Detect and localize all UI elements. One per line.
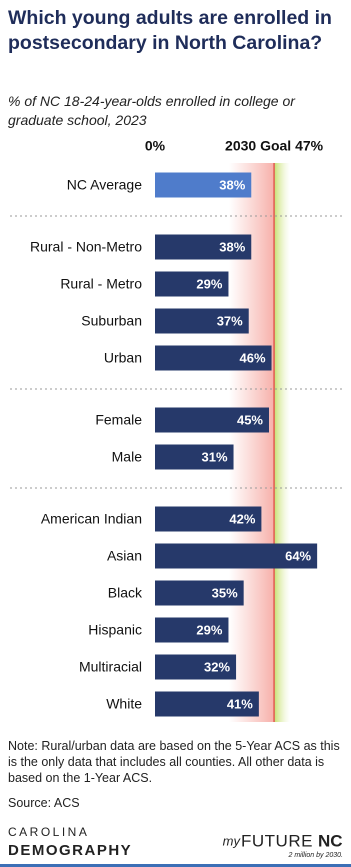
category-label: Suburban — [81, 313, 142, 329]
category-label: Asian — [107, 548, 142, 564]
value-label: 37% — [217, 313, 243, 328]
bar — [155, 543, 318, 569]
value-label: 38% — [219, 239, 245, 254]
value-label: 29% — [196, 622, 222, 637]
category-label: Black — [108, 585, 143, 601]
category-label: White — [106, 696, 142, 712]
logo-text: my — [223, 833, 242, 848]
value-label: 35% — [212, 585, 238, 600]
category-label: Hispanic — [88, 622, 142, 638]
category-label: American Indian — [41, 511, 142, 527]
value-label: 31% — [202, 449, 228, 464]
value-label: 32% — [204, 659, 230, 674]
value-label: 45% — [237, 412, 263, 427]
bar — [155, 506, 262, 532]
bar — [155, 345, 272, 371]
logo-text: CAROLINA — [8, 825, 89, 839]
value-label: 42% — [229, 511, 255, 526]
chart-subtitle: % of NC 18-24-year-olds enrolled in coll… — [8, 93, 295, 128]
value-label: 64% — [285, 548, 311, 563]
goal-label: 2030 Goal 47% — [225, 138, 324, 154]
value-label: 41% — [227, 696, 253, 711]
category-label: NC Average — [67, 177, 142, 193]
logo-text: 2 million by 2030. — [288, 852, 344, 859]
logo-text: NC — [318, 831, 343, 850]
category-label: Male — [112, 449, 143, 465]
note: Note: Rural/urban data are based on the … — [8, 739, 340, 785]
bar — [155, 654, 237, 680]
bar — [155, 271, 229, 297]
chart-title: Which young adults are enrolled in posts… — [8, 7, 332, 54]
footer-rule — [0, 864, 351, 867]
bar — [155, 308, 249, 334]
category-label: Rural - Metro — [60, 276, 142, 292]
category-label: Rural - Non-Metro — [30, 239, 142, 255]
logo-text: DEMOGRAPHY — [8, 842, 132, 859]
value-label: 46% — [240, 350, 266, 365]
category-label: Multiracial — [79, 659, 142, 675]
value-label: 29% — [196, 276, 222, 291]
bar — [155, 172, 252, 198]
bar — [155, 617, 229, 643]
bar — [155, 691, 259, 717]
bar — [155, 444, 234, 470]
goal-band — [274, 163, 291, 722]
category-label: Female — [95, 412, 142, 428]
bar — [155, 407, 269, 433]
x-tick-label: 0% — [145, 138, 166, 154]
bar — [155, 234, 252, 260]
source: Source: ACS — [8, 796, 80, 810]
bar — [155, 580, 244, 606]
logo-text: FUTURE — [241, 831, 313, 850]
value-label: 38% — [219, 177, 245, 192]
category-label: Urban — [104, 350, 142, 366]
